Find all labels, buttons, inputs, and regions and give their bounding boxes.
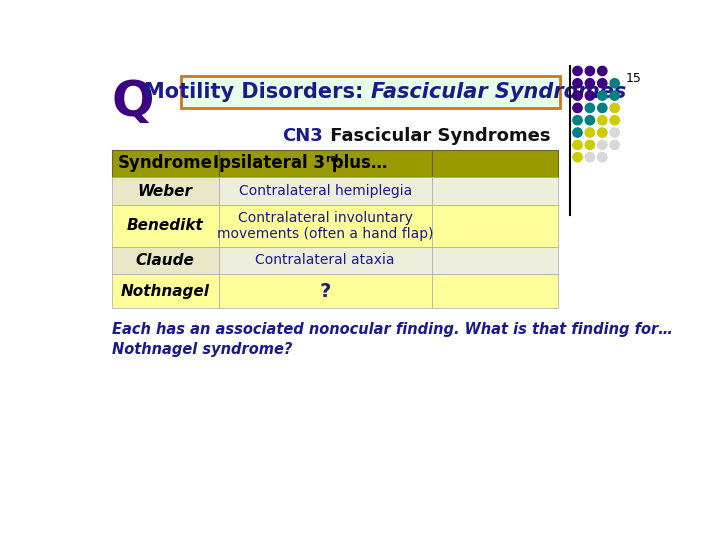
Circle shape xyxy=(598,66,607,76)
Bar xyxy=(219,177,432,205)
Circle shape xyxy=(585,103,595,112)
Bar xyxy=(219,274,432,308)
Text: Syndrome: Syndrome xyxy=(117,154,212,172)
Text: Contralateral ataxia: Contralateral ataxia xyxy=(256,253,395,267)
Circle shape xyxy=(573,128,582,137)
Text: Fascicular Syndromes: Fascicular Syndromes xyxy=(371,82,626,102)
Bar xyxy=(112,247,219,274)
Bar xyxy=(432,150,558,177)
Text: CN3: CN3 xyxy=(282,127,323,145)
Circle shape xyxy=(573,153,582,162)
Text: rd: rd xyxy=(325,154,338,164)
Circle shape xyxy=(585,140,595,150)
Text: Q: Q xyxy=(112,78,154,126)
Circle shape xyxy=(598,128,607,137)
Circle shape xyxy=(610,91,619,100)
Bar xyxy=(219,150,432,177)
Circle shape xyxy=(573,140,582,150)
Bar xyxy=(219,247,432,274)
Circle shape xyxy=(610,103,619,112)
Text: ?: ? xyxy=(320,282,331,301)
FancyBboxPatch shape xyxy=(181,76,559,108)
Text: Ipsilateral 3: Ipsilateral 3 xyxy=(213,154,325,172)
Circle shape xyxy=(585,79,595,88)
Circle shape xyxy=(585,91,595,100)
Circle shape xyxy=(598,91,607,100)
Circle shape xyxy=(598,116,607,125)
Text: 15: 15 xyxy=(626,72,642,85)
Text: Each has an associated nonocular finding. What is that finding for…
Nothnagel sy: Each has an associated nonocular finding… xyxy=(112,322,672,357)
Bar xyxy=(432,247,558,274)
Circle shape xyxy=(585,66,595,76)
Text: Contralateral hemiplegia: Contralateral hemiplegia xyxy=(238,184,412,198)
Circle shape xyxy=(573,91,582,100)
Text: plus…: plus… xyxy=(326,154,387,172)
Bar xyxy=(432,177,558,205)
Bar xyxy=(112,274,219,308)
Text: Claude: Claude xyxy=(136,253,194,268)
Bar xyxy=(112,205,219,247)
Bar xyxy=(219,205,432,247)
Circle shape xyxy=(610,140,619,150)
Text: Weber: Weber xyxy=(138,184,193,199)
Circle shape xyxy=(573,66,582,76)
Circle shape xyxy=(598,140,607,150)
Bar xyxy=(112,150,219,177)
Circle shape xyxy=(585,128,595,137)
Bar xyxy=(112,177,219,205)
Circle shape xyxy=(598,103,607,112)
Bar xyxy=(432,274,558,308)
Circle shape xyxy=(573,103,582,112)
Text: Benedikt: Benedikt xyxy=(127,218,204,233)
Circle shape xyxy=(610,128,619,137)
Circle shape xyxy=(610,116,619,125)
Circle shape xyxy=(573,116,582,125)
Circle shape xyxy=(585,153,595,162)
Text: Contralateral involuntary
movements (often a hand flap): Contralateral involuntary movements (oft… xyxy=(217,211,433,241)
Text: Motility Disorders:: Motility Disorders: xyxy=(144,82,371,102)
Circle shape xyxy=(598,153,607,162)
Text: Fascicular Syndromes: Fascicular Syndromes xyxy=(324,127,551,145)
Circle shape xyxy=(598,79,607,88)
Circle shape xyxy=(585,116,595,125)
Bar xyxy=(432,205,558,247)
Circle shape xyxy=(573,79,582,88)
Text: Nothnagel: Nothnagel xyxy=(121,284,210,299)
Circle shape xyxy=(610,79,619,88)
